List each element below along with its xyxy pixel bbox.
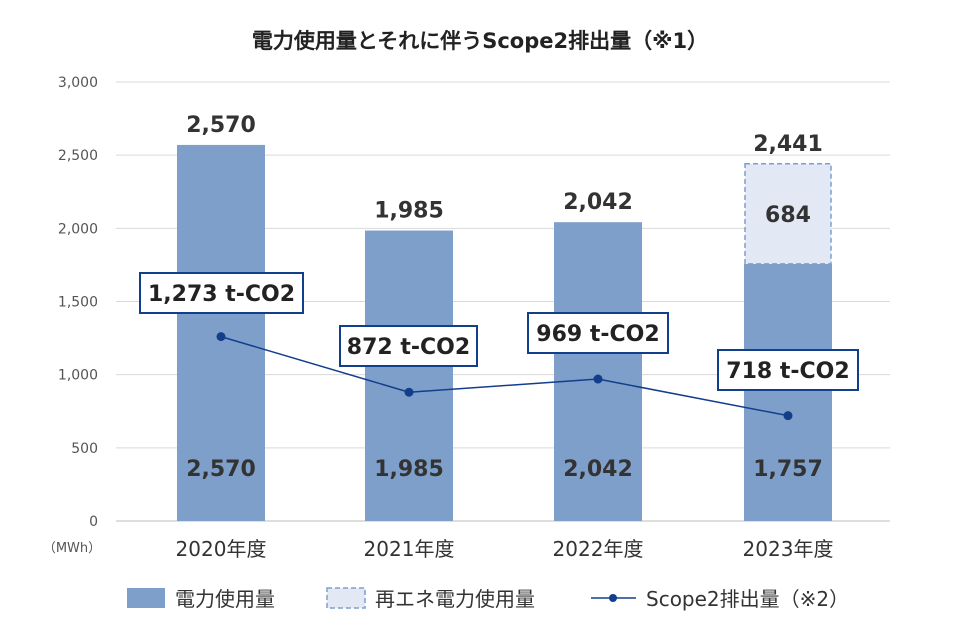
bar-renewable: [744, 163, 832, 265]
bar-power: [554, 222, 642, 522]
bar-value-label: 2,042: [563, 457, 633, 482]
bar-total-label: 2,441: [753, 132, 823, 157]
emission-label: 872 t-CO2: [347, 335, 470, 360]
legend-label-scope2: Scope2排出量（※2）: [646, 587, 849, 611]
emission-point: [593, 374, 603, 384]
y-tick-label: 2,000: [58, 221, 98, 237]
bar-total-label: 2,042: [563, 190, 633, 215]
bar-total-label: 1,985: [374, 199, 444, 224]
emission-label: 718 t-CO2: [726, 359, 849, 384]
emission-label: 969 t-CO2: [536, 322, 659, 347]
bar-value-label: 1,985: [374, 457, 444, 482]
x-tick-label: 2021年度: [364, 537, 455, 561]
emission-label-box: [527, 312, 669, 354]
legend-label-renewable: 再エネ電力使用量: [375, 587, 535, 611]
legend: 電力使用量 再エネ電力使用量 Scope2排出量（※2）: [127, 587, 849, 611]
bar-renewable-label: 684: [765, 203, 811, 228]
y-tick-label: 1,500: [58, 295, 98, 311]
chart-title: 電力使用量とそれに伴うScope2排出量（※1）: [252, 29, 708, 53]
y-tick-label: 500: [71, 441, 98, 457]
x-axis: 2020年度 2021年度 2022年度 2023年度: [176, 537, 834, 561]
x-tick-label: 2020年度: [176, 537, 267, 561]
bar-total-label: 2,570: [186, 113, 256, 138]
emission-line-path: [220, 335, 789, 417]
emission-point: [783, 411, 793, 421]
y-tick-label: 2,500: [58, 148, 98, 164]
legend-marker-scope2: [609, 594, 617, 602]
x-tick-label: 2023年度: [743, 537, 834, 561]
emission-line: 1,273 t-CO2 872 t-CO2 969 t-CO2 718 t-CO2: [139, 272, 859, 421]
emission-label-box: [339, 325, 478, 367]
emission-point: [216, 332, 226, 342]
x-tick-label: 2022年度: [553, 537, 644, 561]
emission-label: 1,273 t-CO2: [148, 282, 295, 307]
bars: 2,570 2,570 1,985 1,985 2,042 2,042 1,757 684 2,…: [177, 113, 832, 522]
legend-swatch-renewable: [326, 587, 366, 609]
emission-label-box: [717, 349, 859, 391]
legend-label-power: 電力使用量: [175, 587, 275, 611]
legend-swatch-power: [127, 588, 165, 608]
bar-power: [744, 263, 832, 521]
bar-value-label: 1,757: [753, 457, 823, 482]
emission-label-box: [139, 272, 304, 314]
y-tick-label: 3,000: [58, 75, 98, 91]
bar-power: [365, 230, 453, 522]
y-tick-label: 1,000: [58, 368, 98, 384]
y-axis-unit: （MWh）: [43, 541, 101, 556]
y-axis: 0 500 1,000 1,500 2,000 2,500 3,000: [58, 75, 98, 530]
y-tick-label: 0: [89, 514, 98, 530]
bar-value-label: 2,570: [186, 457, 256, 482]
emission-point: [404, 387, 414, 397]
